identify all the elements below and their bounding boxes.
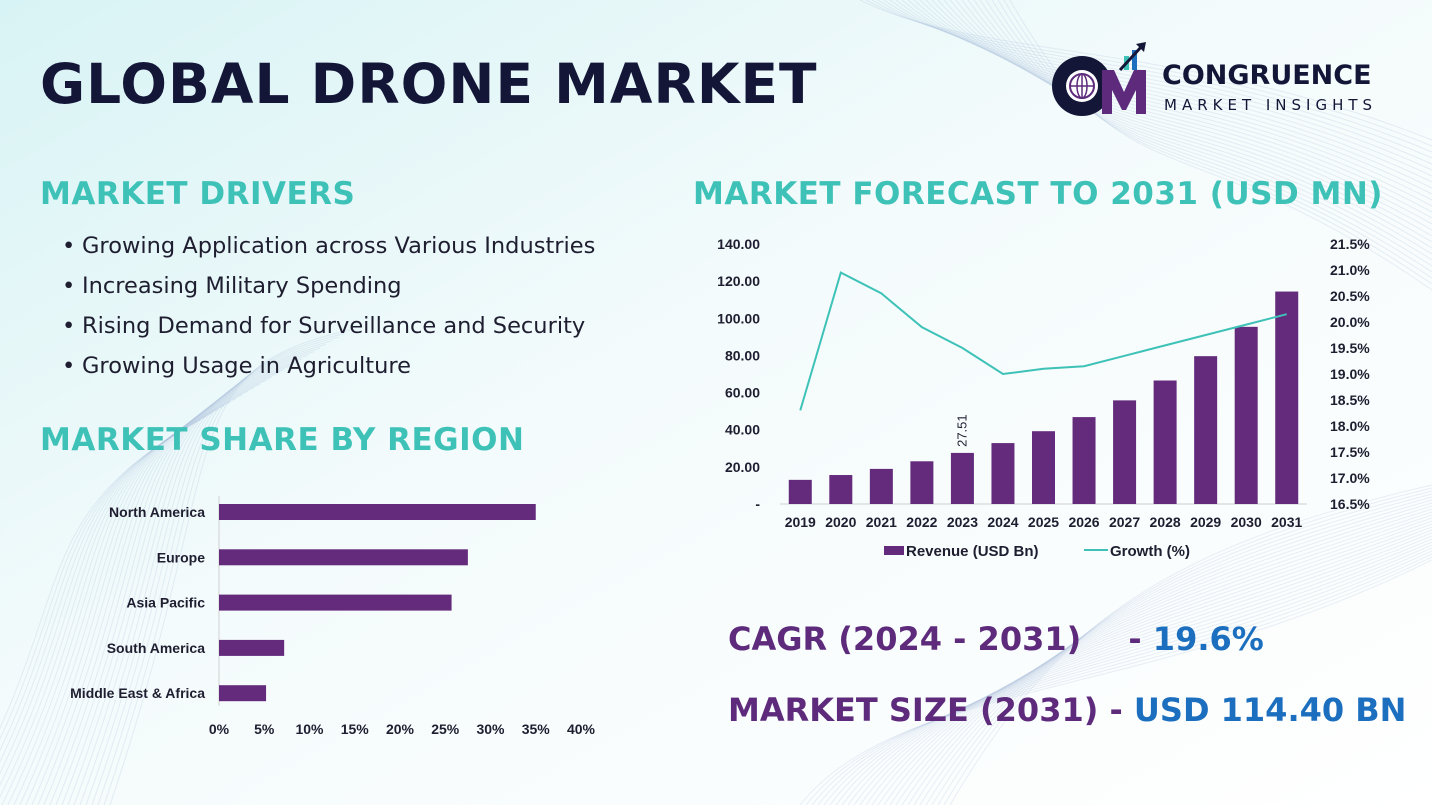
forecast-y-left-tick-label: 40.00	[725, 422, 760, 438]
forecast-y-left-tick-label: -	[755, 496, 760, 512]
page-title: GLOBAL DRONE MARKET	[40, 52, 818, 116]
forecast-x-tick-label: 2021	[866, 514, 897, 530]
forecast-y-right-tick-label: 21.0%	[1330, 262, 1370, 278]
driver-item: • Increasing Military Spending	[62, 273, 402, 299]
forecast-x-tick-label: 2019	[785, 514, 816, 530]
region-x-tick-label: 0%	[209, 721, 230, 737]
forecast-y-right-tick-label: 19.5%	[1330, 340, 1370, 356]
drivers-list: • Growing Application across Various Indu…	[62, 230, 595, 390]
forecast-x-tick-label: 2027	[1109, 514, 1140, 530]
forecast-y-right-tick-label: 20.0%	[1330, 314, 1370, 330]
forecast-y-right-tick-label: 18.5%	[1330, 392, 1370, 408]
region-x-tick-label: 35%	[522, 721, 551, 737]
forecast-x-tick-label: 2024	[987, 514, 1018, 530]
forecast-bar	[1234, 326, 1258, 504]
forecast-bar	[788, 479, 812, 504]
forecast-data-label: 27.51	[954, 414, 969, 447]
forecast-bar	[1153, 380, 1177, 504]
forecast-bar	[1275, 291, 1299, 504]
cagr-separator: -	[1128, 620, 1142, 658]
forecast-y-right-tick-label: 17.5%	[1330, 444, 1370, 460]
region-x-tick-label: 30%	[476, 721, 505, 737]
driver-item: • Rising Demand for Surveillance and Secu…	[62, 313, 586, 339]
forecast-bar	[1072, 417, 1096, 504]
forecast-bar	[869, 468, 893, 504]
cagr-label: CAGR (2024 - 2031)	[728, 620, 1082, 658]
forecast-chart: - 20.00 40.00 60.00 80.00 100.00 120.00 140.00 1…	[717, 236, 1370, 560]
logo-mark-icon	[1052, 42, 1146, 116]
region-x-tick-label: 10%	[295, 721, 324, 737]
forecast-bar	[991, 443, 1015, 504]
forecast-y-left-tick-label: 60.00	[725, 385, 760, 401]
region-x-tick-label: 5%	[254, 721, 275, 737]
forecast-bar	[1032, 431, 1055, 504]
region-x-tick-label: 25%	[431, 721, 460, 737]
cagr-value: 19.6%	[1152, 620, 1264, 658]
forecast-y-right-tick-label: 19.0%	[1330, 366, 1370, 382]
forecast-x-tick-label: 2025	[1028, 514, 1059, 530]
forecast-y-right-tick-label: 21.5%	[1330, 236, 1370, 252]
forecast-x-tick-label: 2022	[906, 514, 937, 530]
region-category-label: South America	[107, 640, 205, 656]
forecast-y-left-tick-label: 20.00	[725, 459, 760, 475]
region-x-tick-label: 20%	[386, 721, 415, 737]
forecast-title: MARKET FORECAST TO 2031 (USD MN)	[693, 176, 1383, 212]
region-x-tick-label: 15%	[341, 721, 370, 737]
region-title: MARKET SHARE BY REGION	[40, 422, 525, 458]
region-bar	[219, 504, 536, 520]
forecast-x-tick-label: 2020	[825, 514, 856, 530]
market-size-label: MARKET SIZE (2031)	[728, 691, 1099, 729]
drivers-title: MARKET DRIVERS	[40, 176, 356, 212]
forecast-y-left-tick-label: 80.00	[725, 347, 760, 363]
forecast-x-tick-label: 2030	[1231, 514, 1262, 530]
forecast-x-tick-label: 2023	[947, 514, 978, 530]
forecast-x-tick-label: 2028	[1150, 514, 1181, 530]
region-category-label: Europe	[157, 549, 205, 565]
logo-name: CONGRUENCE	[1162, 60, 1372, 91]
region-bar	[219, 685, 267, 702]
forecast-y-right-tick-label: 20.5%	[1330, 288, 1370, 304]
legend-revenue-label: Revenue (USD Bn)	[906, 543, 1039, 560]
cagr-stat: CAGR (2024 - 2031) - 19.6%	[728, 620, 1264, 658]
forecast-y-right-tick-label: 17.0%	[1330, 470, 1370, 486]
legend-growth-label: Growth (%)	[1110, 543, 1190, 560]
growth-line	[799, 271, 1287, 411]
forecast-y-left-tick-label: 120.00	[717, 273, 760, 289]
region-x-tick-label: 40%	[567, 721, 596, 737]
region-category-label: Asia Pacific	[126, 595, 205, 611]
region-category-label: Middle East & Africa	[70, 685, 205, 701]
forecast-bar	[1194, 356, 1218, 504]
forecast-y-right-tick-label: 18.0%	[1330, 418, 1370, 434]
driver-item: • Growing Usage in Agriculture	[62, 353, 411, 379]
legend-revenue-swatch	[884, 546, 904, 555]
driver-item: • Growing Application across Various Indu…	[62, 233, 596, 259]
forecast-x-tick-label: 2031	[1271, 514, 1302, 530]
logo-subtitle: MARKET INSIGHTS	[1164, 96, 1378, 114]
forecast-y-right-tick-label: 16.5%	[1330, 496, 1370, 512]
forecast-bar	[910, 461, 934, 504]
region-bar	[219, 549, 468, 566]
market-size-value: USD 114.40 BN	[1133, 691, 1407, 729]
region-bar	[219, 594, 452, 611]
region-bar	[219, 639, 285, 656]
company-logo: CONGRUENCE MARKET INSIGHTS	[1044, 40, 1394, 120]
forecast-bar	[829, 475, 853, 504]
region-share-chart: North America Europe Asia Pacific South Ame…	[70, 496, 596, 737]
market-size-separator: -	[1109, 691, 1123, 729]
forecast-bar	[1113, 400, 1137, 504]
forecast-x-tick-label: 2029	[1190, 514, 1221, 530]
forecast-y-left-tick-label: 100.00	[717, 310, 760, 326]
forecast-y-left-tick-label: 140.00	[717, 236, 760, 252]
market-size-stat: MARKET SIZE (2031) - USD 114.40 BN	[728, 691, 1406, 729]
forecast-x-tick-label: 2026	[1068, 514, 1099, 530]
forecast-bar	[950, 452, 974, 504]
region-category-label: North America	[109, 504, 205, 520]
